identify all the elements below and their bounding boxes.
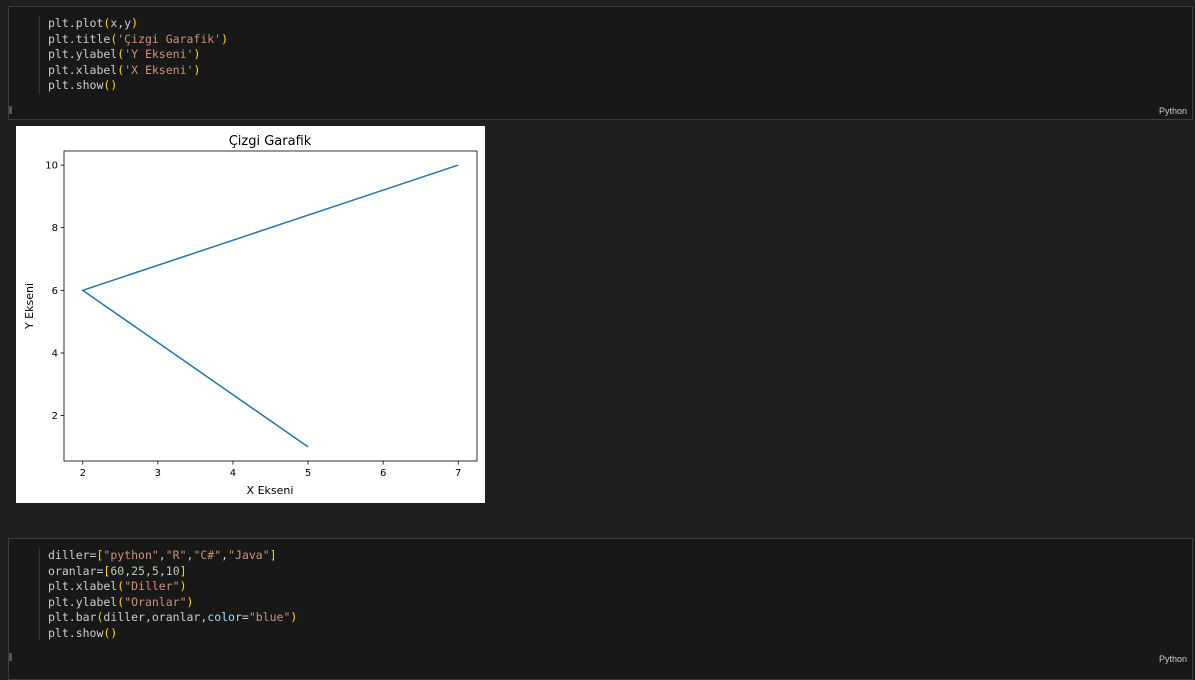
code-cell-1[interactable]: plt.plot(x,y) plt.title('Çizgi Garafik') p… [8,6,1193,120]
plot-output: Çizgi Garafik X Ekseni Y Ekseni 2 3 4 5 6 7 2 4… [16,126,485,503]
code-token: ( [103,16,111,30]
code-token: , [158,563,166,578]
code-token: , [158,548,166,562]
language-label[interactable]: Python [1158,106,1187,116]
code-token: , [186,548,194,562]
code-token: 25 [131,563,145,578]
code-token: ) [221,31,229,46]
code-line: plt.title('Çizgi Garafik') [48,32,228,48]
code-token: x,y [110,16,132,30]
code-line: plt.xlabel('X Ekseni') [48,63,228,79]
code-token: plt.ylabel [48,594,118,609]
x-tick-label: 4 [230,468,236,479]
code-token: "R" [165,548,187,562]
code-token: plt.show [48,625,104,640]
language-label[interactable]: Python [1158,654,1187,664]
code-token: , [124,563,132,578]
series-line [81,164,459,448]
code-token: ( [117,47,125,61]
y-axis-label: Y Ekseni [23,283,36,330]
code-token: plt.xlabel [48,62,118,77]
code-token: plt.plot [48,16,104,30]
code-token: ) [193,62,201,77]
code-token: () [103,625,118,640]
code-token: plt.ylabel [48,47,118,61]
code-token: "blue" [248,610,291,624]
code-line: oranlar=[60,25,5,10] [48,564,297,580]
code-token: diller,oranlar, [103,610,208,624]
x-axis-label: X Ekseni [247,484,294,497]
code-token: ) [131,16,139,30]
code-token: ) [290,610,298,624]
code-line: plt.bar(diller,oranlar,color="blue") [48,610,297,626]
x-tick-label: 2 [80,468,86,479]
code-token: "Diller" [124,579,180,593]
line-chart: Çizgi Garafik X Ekseni Y Ekseni 2 3 4 5 6 7 2 4… [23,134,478,497]
code-token: ] [179,563,187,578]
code-token: plt.bar [48,610,97,624]
code-token: ( [117,594,125,609]
code-token: ( [117,62,125,77]
code-token: 10 [165,563,180,578]
code-token: 'X Ekseni' [124,62,194,77]
x-tick-label: 3 [155,468,161,479]
code-editor[interactable]: diller=["python","R","C#","Java"] oranlar… [39,548,297,641]
code-token: 5 [151,563,159,578]
code-token: oranlar= [48,563,104,578]
plot-area [63,150,478,462]
code-token: 'Çizgi Garafik' [117,31,222,46]
code-token: plt.show [48,78,104,92]
code-line: plt.xlabel("Diller") [48,579,297,595]
code-token: diller= [48,548,97,562]
code-token: = [241,610,249,624]
code-token: , [144,563,152,578]
code-token: "Java" [228,548,270,562]
code-token: plt.xlabel [48,579,118,593]
code-token: "C#" [193,548,222,562]
code-token: , [221,548,229,562]
cell-gutter [9,653,12,661]
code-token: ( [96,610,104,624]
x-tick-label: 5 [305,468,311,479]
code-line: plt.ylabel("Oranlar") [48,595,297,611]
code-token: ) [186,594,194,609]
code-token: 60 [110,563,125,578]
code-token: [ [103,563,111,578]
code-line: plt.show() [48,626,297,642]
code-token: ( [117,579,125,593]
y-tick-label: 2 [52,411,58,422]
code-token: 'Y Ekseni' [124,47,194,61]
x-tick-label: 6 [380,468,386,479]
code-token: ) [193,47,201,61]
code-token: ( [110,31,118,46]
y-tick-label: 8 [52,223,58,234]
code-token: "Oranlar" [124,594,187,609]
code-line: plt.show() [48,78,228,94]
code-token: "python" [103,548,159,562]
x-tick-label: 7 [455,468,461,479]
code-line: plt.plot(x,y) [48,16,228,32]
code-token: plt.title [48,31,111,46]
code-editor[interactable]: plt.plot(x,y) plt.title('Çizgi Garafik') p… [39,16,228,94]
code-line: diller=["python","R","C#","Java"] [48,548,297,564]
y-tick-label: 4 [52,348,58,359]
code-token: [ [96,548,104,562]
y-tick-label: 10 [45,161,58,172]
y-tick-label: 6 [52,286,58,297]
code-cell-2[interactable]: diller=["python","R","C#","Java"] oranlar… [8,538,1193,680]
code-token: ] [269,548,277,562]
chart-title: Çizgi Garafik [229,134,312,149]
cell-gutter [9,106,12,114]
code-token: color [207,610,242,624]
code-token: () [103,78,118,92]
code-token: ) [179,579,187,593]
code-line: plt.ylabel('Y Ekseni') [48,47,228,63]
